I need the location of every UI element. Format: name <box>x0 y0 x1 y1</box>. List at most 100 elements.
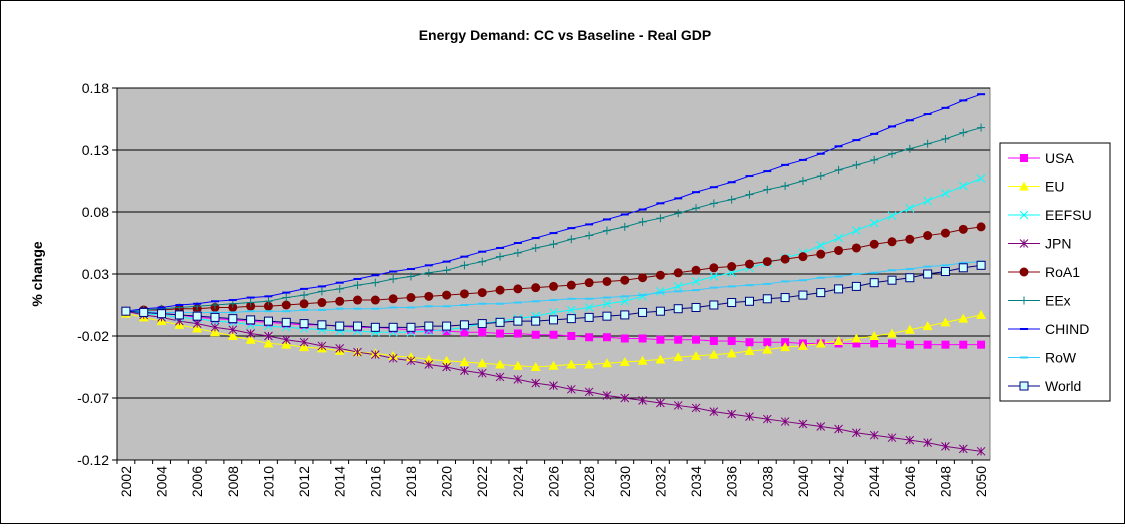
marker <box>977 340 986 349</box>
marker-part <box>317 320 327 330</box>
marker-part <box>691 277 701 286</box>
marker-part <box>816 241 826 250</box>
marker-part <box>762 414 772 424</box>
marker-part <box>353 295 363 305</box>
marker-part <box>923 196 932 206</box>
marker-part <box>174 310 184 320</box>
x-tick-label: 2020 <box>439 466 455 497</box>
marker-part <box>852 428 861 438</box>
marker-part <box>299 337 309 347</box>
marker-part <box>442 362 451 372</box>
marker <box>834 233 843 243</box>
marker-part <box>745 338 754 347</box>
marker <box>744 296 754 306</box>
marker-part <box>958 224 968 234</box>
marker <box>299 337 309 347</box>
marker <box>852 226 861 235</box>
marker <box>388 294 398 304</box>
marker-part <box>923 340 932 349</box>
marker <box>406 293 416 303</box>
marker <box>781 181 790 190</box>
marker <box>388 353 398 363</box>
marker-part <box>905 234 915 244</box>
marker-part <box>887 237 897 247</box>
marker <box>620 275 630 285</box>
marker-part <box>816 422 826 431</box>
marker <box>780 342 791 352</box>
marker-part <box>210 301 219 309</box>
marker <box>442 321 452 331</box>
marker <box>674 209 683 218</box>
y-tick-label: -0.07 <box>77 390 109 406</box>
marker-part <box>620 275 630 285</box>
marker <box>477 288 487 298</box>
marker <box>246 329 255 338</box>
marker <box>549 330 558 339</box>
marker <box>708 349 719 359</box>
marker <box>264 331 273 341</box>
marker-part <box>513 284 523 294</box>
marker <box>317 341 327 351</box>
marker-part <box>192 311 202 321</box>
marker <box>495 317 505 327</box>
marker <box>958 224 968 234</box>
marker <box>513 316 523 326</box>
marker <box>709 272 719 281</box>
marker-part <box>566 314 576 324</box>
y-tick-label: 0.18 <box>82 80 109 96</box>
marker-part <box>246 315 256 325</box>
x-tick-label: 2024 <box>510 466 526 497</box>
marker <box>602 226 611 235</box>
marker <box>584 303 594 312</box>
marker-part <box>567 235 576 244</box>
marker <box>246 315 256 325</box>
marker <box>424 268 433 277</box>
marker <box>816 241 826 250</box>
legend-label: USA <box>1045 150 1074 166</box>
marker-part <box>888 149 897 158</box>
marker-part <box>959 340 968 349</box>
marker-part <box>798 290 808 300</box>
marker <box>959 340 968 349</box>
marker-part <box>548 360 559 370</box>
marker-part <box>674 335 683 344</box>
marker-part <box>406 272 415 281</box>
marker <box>263 301 273 311</box>
marker <box>567 235 576 244</box>
marker <box>512 360 523 370</box>
marker <box>638 291 647 301</box>
marker-part <box>923 139 932 148</box>
marker <box>692 204 701 213</box>
marker-part <box>691 265 701 275</box>
marker-part <box>210 312 220 322</box>
marker <box>745 412 754 421</box>
marker <box>549 240 558 249</box>
marker <box>442 327 451 336</box>
marker-part <box>389 274 398 283</box>
marker-part <box>958 263 968 273</box>
marker-part <box>549 330 558 339</box>
marker <box>655 270 665 280</box>
x-tick-label: 2050 <box>973 466 989 497</box>
marker <box>192 319 202 328</box>
marker <box>744 259 754 269</box>
marker <box>620 334 629 343</box>
marker <box>851 333 862 343</box>
marker-part <box>745 190 754 199</box>
x-tick-label: 2004 <box>154 466 170 497</box>
legend-label: RoW <box>1045 350 1077 366</box>
marker-part <box>870 339 879 348</box>
marker-part <box>496 329 505 338</box>
marker-part <box>638 307 648 317</box>
marker-part <box>495 317 505 327</box>
marker-part <box>353 281 362 290</box>
marker <box>548 360 559 370</box>
marker-part <box>424 321 434 331</box>
marker <box>780 293 790 303</box>
marker <box>406 322 416 332</box>
marker-part <box>388 322 398 332</box>
marker-part <box>317 287 326 296</box>
marker-part <box>442 266 451 275</box>
marker <box>192 311 202 321</box>
marker <box>887 433 897 443</box>
